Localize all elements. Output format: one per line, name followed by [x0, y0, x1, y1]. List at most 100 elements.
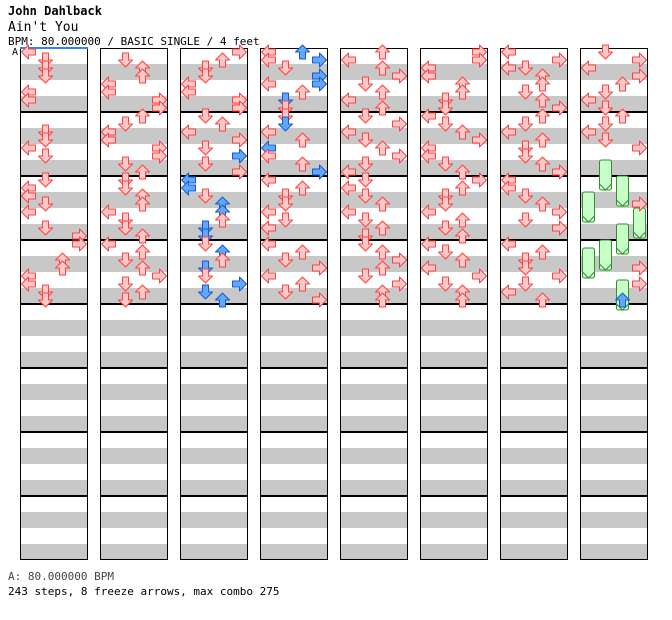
measure-stripe [340, 512, 408, 528]
step-arrow-down [278, 252, 293, 268]
measure-stripe [580, 64, 648, 80]
measure-border [100, 176, 168, 240]
measure-stripe [100, 192, 168, 208]
step-arrow-left [21, 276, 36, 292]
measure-border [500, 240, 568, 304]
step-arrow-down [118, 156, 133, 172]
measure-stripe [580, 256, 648, 272]
measure-border [180, 432, 248, 496]
step-arrow-right [632, 140, 647, 156]
step-arrow-right [312, 260, 327, 276]
measure-border [100, 496, 168, 560]
step-arrow-up [215, 116, 230, 132]
step-arrow-right [232, 44, 247, 60]
measure-stripe [20, 448, 88, 464]
measure-stripe [420, 416, 488, 432]
step-arrow-down [198, 140, 213, 156]
step-arrow-left [261, 148, 276, 164]
measure-border [580, 496, 648, 560]
measure-stripe [500, 352, 568, 368]
measure-stripe [180, 384, 248, 400]
step-arrow-left [341, 164, 356, 180]
step-arrow-right [152, 268, 167, 284]
step-arrow-up [55, 260, 70, 276]
step-arrow-down [438, 116, 453, 132]
measure-stripe [500, 160, 568, 176]
freeze-tail-down [599, 263, 612, 271]
step-arrow-left [181, 180, 196, 196]
measure-border [20, 368, 88, 432]
measure-stripe [100, 160, 168, 176]
step-arrow-left [421, 68, 436, 84]
measure-stripe [340, 480, 408, 496]
measure-stripe [580, 448, 648, 464]
step-arrow-left [101, 84, 116, 100]
step-arrow-down [198, 284, 213, 300]
step-arrow-up [535, 76, 550, 92]
measure-border [420, 304, 488, 368]
measure-border [180, 304, 248, 368]
step-arrow-down [198, 108, 213, 124]
step-arrow-right [312, 52, 327, 68]
step-arrow-up [455, 292, 470, 308]
step-arrow-down [358, 236, 373, 252]
measure-stripe [260, 192, 328, 208]
step-arrow-right [552, 268, 567, 284]
measure-border [500, 432, 568, 496]
measure-stripe [20, 544, 88, 560]
step-arrow-down [358, 188, 373, 204]
measure-stripe [180, 320, 248, 336]
step-arrow-up [295, 44, 310, 60]
measure-stripe [420, 320, 488, 336]
step-arrow-left [501, 44, 516, 60]
step-arrow-down [118, 292, 133, 308]
step-arrow-right [472, 132, 487, 148]
measure-stripe [420, 448, 488, 464]
measure-stripe [580, 352, 648, 368]
measure-stripe [180, 416, 248, 432]
measure-stripe [500, 256, 568, 272]
measure-stripe [580, 320, 648, 336]
step-arrow-right [232, 148, 247, 164]
step-arrow-left [581, 92, 596, 108]
measure-stripe [260, 64, 328, 80]
step-arrow-down [598, 44, 613, 60]
measure-stripe [180, 512, 248, 528]
step-arrow-right [472, 268, 487, 284]
measure-stripe [340, 288, 408, 304]
step-arrow-down [358, 268, 373, 284]
measure-border [180, 496, 248, 560]
step-arrow-down [278, 196, 293, 212]
measure-stripe [260, 480, 328, 496]
step-arrow-left [21, 44, 36, 60]
measure-stripe [340, 256, 408, 272]
measure-stripe [420, 512, 488, 528]
measure-stripe [580, 480, 648, 496]
step-arrow-down [278, 284, 293, 300]
step-arrow-up [455, 124, 470, 140]
measure-stripe [420, 288, 488, 304]
measure-border [180, 48, 248, 112]
measure-border [20, 496, 88, 560]
measure-border [580, 240, 648, 304]
step-arrow-up [375, 244, 390, 260]
measure-stripe [180, 288, 248, 304]
song-title: Ain't You [8, 20, 79, 35]
measure-border [20, 240, 88, 304]
measure-stripe [500, 480, 568, 496]
step-arrow-right [632, 276, 647, 292]
chart-column [340, 48, 408, 560]
measure-stripe [100, 288, 168, 304]
measure-stripe [100, 256, 168, 272]
step-arrow-down [38, 68, 53, 84]
measure-stripe [500, 288, 568, 304]
measure-border [580, 48, 648, 112]
measure-stripe [580, 416, 648, 432]
step-arrow-right [72, 236, 87, 252]
measure-border [420, 112, 488, 176]
measure-stripe [500, 384, 568, 400]
measure-stripe [340, 192, 408, 208]
step-arrow-down [438, 156, 453, 172]
step-arrow-right [552, 164, 567, 180]
